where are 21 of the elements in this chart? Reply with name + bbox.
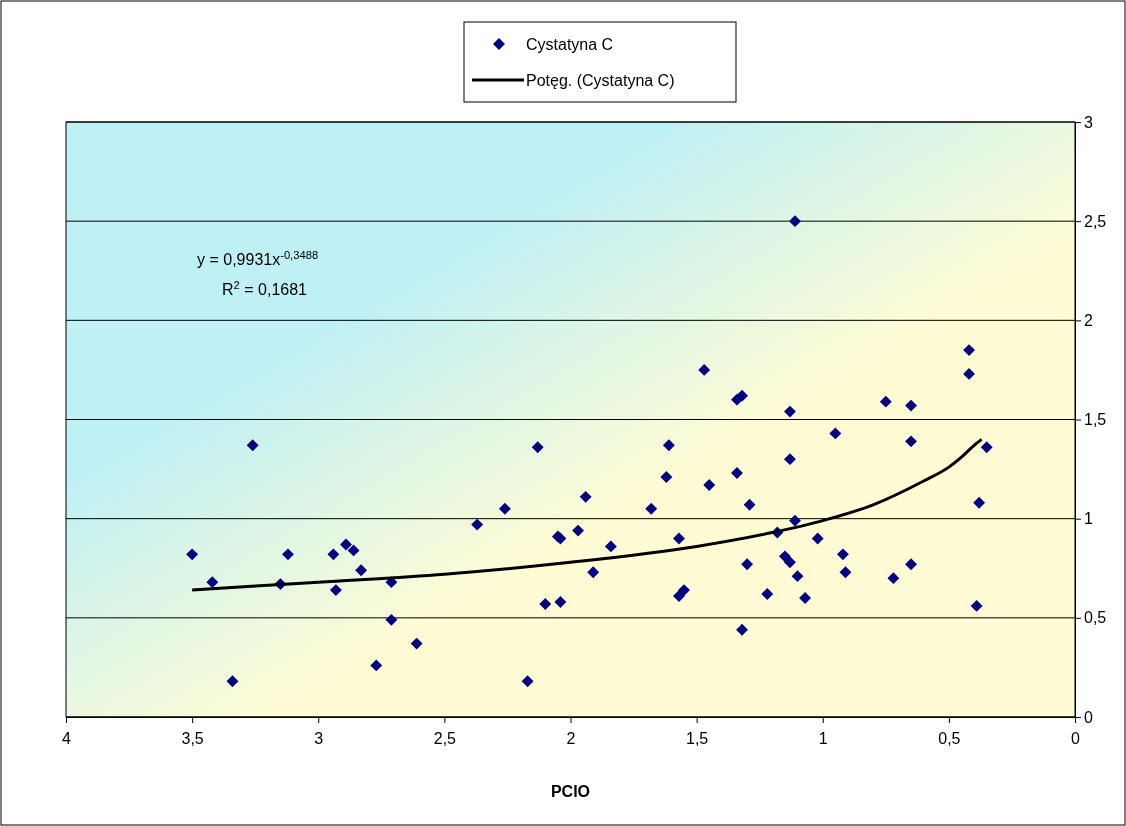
x-tick-label: 0 [1071,729,1081,747]
legend-label: Cystatyna C [526,36,614,53]
legend-label: Potęg. (Cystatyna C) [526,72,675,89]
x-tick-label: 3 [314,729,324,747]
y-tick-label: 3 [1084,113,1093,131]
x-tick-label: 4 [62,729,72,747]
x-tick-label: 3,5 [181,729,204,747]
y-tick-label: 2,5 [1084,212,1107,230]
y-tick-label: 1 [1084,510,1093,528]
x-axis-title: PCIO [550,783,591,800]
y-tick-label: 2 [1084,311,1093,329]
x-tick-label: 1,5 [686,729,709,747]
annotation: y = 0,9931x$^{-0,3488}$ [197,249,319,268]
x-tick-label: 0,5 [938,729,961,747]
y-tick-label: 0,5 [1084,609,1107,627]
y-tick-label: 0 [1084,708,1093,726]
x-tick-label: 2,5 [433,729,457,747]
y-tick-label: 1,5 [1084,411,1107,429]
annotation: R$^{2}$ = 0,1681 [222,279,308,298]
x-tick-label: 2 [566,729,576,747]
x-tick-label: 1 [818,729,828,747]
